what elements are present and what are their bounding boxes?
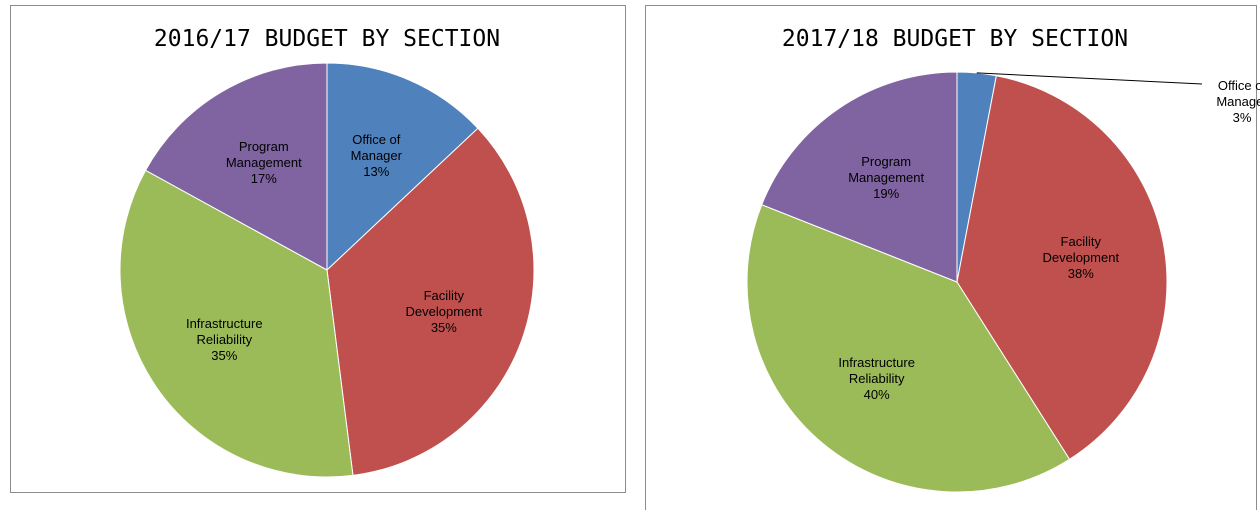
data-label: Infrastructure Reliability 40%: [827, 355, 927, 403]
value-label: 35%: [430, 320, 457, 336]
value-label: 35%: [211, 347, 238, 363]
data-label: Facility Development 35%: [394, 288, 494, 336]
value-label: 38%: [1067, 266, 1094, 282]
value-label: 19%: [873, 185, 900, 201]
category-label: Office of Manager: [1216, 78, 1260, 109]
data-label: Office of Manager3%: [1192, 78, 1260, 126]
pie-slice: [326, 127, 535, 476]
pie-slice: [144, 62, 328, 271]
category-label: Program Management: [848, 153, 925, 185]
data-label: Infrastructure Reliability 35%: [174, 316, 274, 364]
category-label: Program Management: [225, 139, 302, 171]
pie-slice: [761, 71, 958, 283]
value-label: 17%: [250, 171, 277, 187]
pie-slice: [956, 75, 1168, 460]
data-label: Office of Manager 13%: [326, 132, 426, 180]
value-label: 40%: [863, 387, 890, 403]
category-label: Facility Development: [405, 288, 483, 320]
data-label: Facility Development 38%: [1031, 234, 1131, 282]
category-label: Infrastructure Reliability: [838, 355, 915, 387]
chart-title: 2016/17 BUDGET BY SECTION: [154, 26, 500, 52]
value-label: 13%: [363, 164, 390, 179]
leader-line: [976, 72, 1203, 85]
pie-slice: [326, 62, 479, 272]
pie-slice: [746, 204, 1071, 493]
value-label: 3%: [1232, 110, 1252, 125]
chart-title: 2017/18 BUDGET BY SECTION: [782, 26, 1128, 52]
data-label: Program Management 19%: [836, 154, 936, 202]
pie-slice: [119, 169, 354, 478]
category-label: Office of Manager: [350, 132, 402, 163]
category-label: Facility Development: [1042, 234, 1120, 266]
category-label: Infrastructure Reliability: [185, 315, 263, 347]
data-label: Program Management 17%: [214, 139, 314, 187]
